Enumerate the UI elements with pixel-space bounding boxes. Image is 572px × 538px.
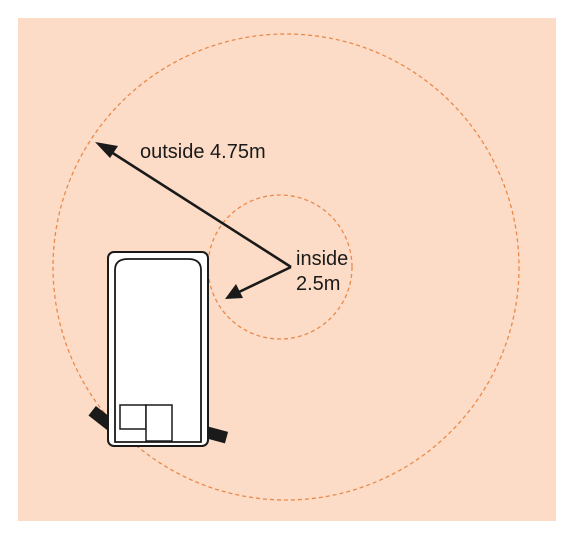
outside-radius-label: outside 4.75m	[140, 141, 266, 163]
inside-radius-arrow	[225, 265, 292, 299]
inside-radius-value: 2.5m	[296, 273, 340, 295]
load-box-right	[145, 404, 173, 442]
vehicle-cab	[114, 258, 202, 443]
arrowhead-icon	[225, 284, 243, 299]
outside-radius-arrow	[95, 142, 292, 269]
arrowhead-icon	[95, 142, 118, 158]
load-box-left	[119, 404, 147, 430]
inside-radius-label: inside	[296, 248, 348, 270]
vehicle-top-view-icon	[88, 251, 229, 447]
outside-turning-circle	[52, 33, 520, 501]
